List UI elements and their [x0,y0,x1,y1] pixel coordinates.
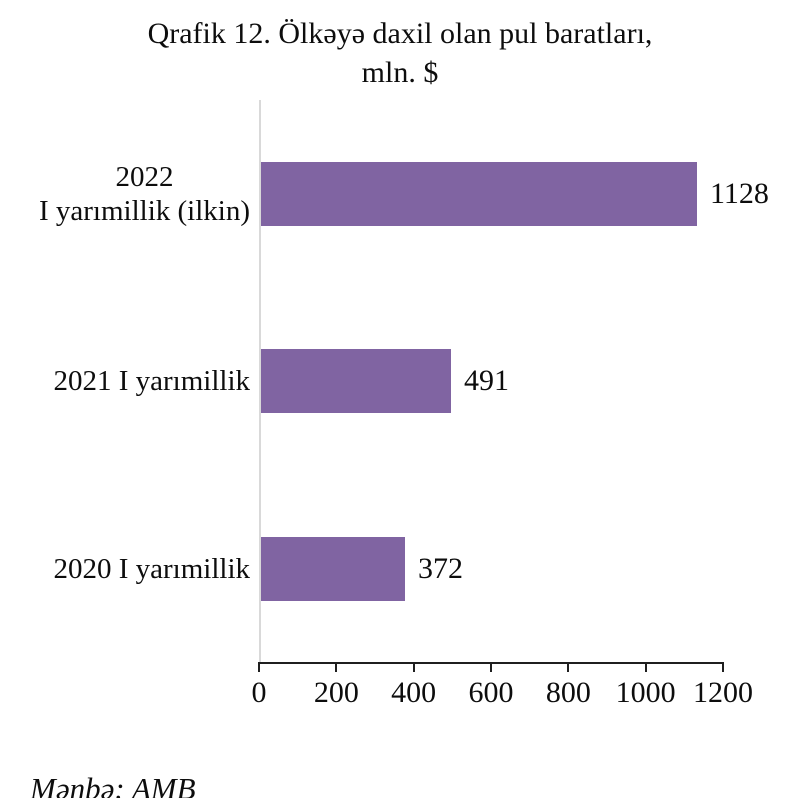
bar [261,161,697,226]
x-tick-label: 0 [251,676,267,709]
category-label-text: 2020 I yarımillik [53,553,250,586]
x-tick-label: 1000 [615,676,676,709]
x-tick-label: 600 [468,676,514,709]
category-label: 2020 I yarımillik [0,475,250,663]
x-tick [412,663,415,672]
source-note: Mənbə: AMB [30,771,196,798]
x-tick [258,663,260,672]
value-label: 491 [464,364,509,398]
y-axis-line [259,100,261,663]
category-label-text: 2021 I yarımillik [53,365,250,398]
x-tick-label: 400 [391,676,437,709]
bar-row: 2020 I yarımillik 372 [0,475,800,663]
x-tick [490,663,492,672]
bar [261,537,405,602]
x-tick [644,663,647,672]
bar-row: 2021 I yarımillik 491 [0,288,800,476]
bar-row: 2022 I yarımillik (ilkin) 1128 [0,100,800,288]
chart-title-line2: mln. $ [361,56,439,89]
x-tick [567,663,570,672]
chart-title: Qrafik 12. Ölkəyə daxil olan pul baratla… [0,14,800,92]
value-label: 372 [418,552,463,586]
x-tick-label: 1200 [693,676,753,709]
x-tick [335,663,338,672]
category-label-text: 2022 I yarımillik (ilkin) [38,160,250,227]
x-tick-label: 200 [313,676,359,709]
bar [261,349,451,414]
value-label: 1128 [710,176,769,210]
x-tick [722,663,724,672]
category-label: 2021 I yarımillik [0,288,250,476]
category-label: 2022 I yarımillik (ilkin) [0,100,250,288]
chart-title-line1: Qrafik 12. Ölkəyə daxil olan pul baratla… [147,17,653,50]
x-tick-label: 800 [545,676,591,709]
